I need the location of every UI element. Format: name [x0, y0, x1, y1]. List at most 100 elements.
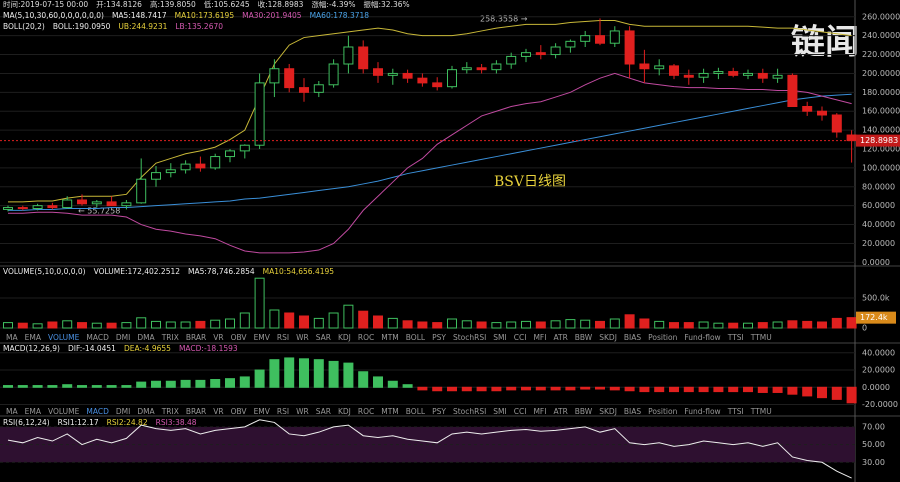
volume-bar: [728, 322, 739, 329]
legend-params[interactable]: RSI(6,12,24): [3, 418, 50, 427]
tab[interactable]: VR: [213, 333, 224, 342]
tab[interactable]: MFI: [533, 333, 547, 342]
tab[interactable]: ATR: [553, 333, 568, 342]
tab[interactable]: OBV: [230, 333, 247, 342]
tab[interactable]: BIAS: [623, 333, 642, 342]
tab[interactable]: VOLUME: [47, 407, 80, 416]
tab[interactable]: DMA: [137, 333, 155, 342]
tab[interactable]: TTMU: [750, 407, 772, 416]
macd-bar: [476, 386, 487, 392]
macd-bar: [506, 386, 517, 391]
tab[interactable]: TTMU: [750, 333, 772, 342]
y-tick-label: 500.0k: [862, 294, 890, 303]
tab[interactable]: TTSI: [727, 333, 744, 342]
tab[interactable]: ROC: [357, 333, 375, 342]
tab[interactable]: TRIX: [161, 407, 179, 416]
tab[interactable]: EMA: [24, 407, 41, 416]
y-tick-label: 260.0000: [862, 12, 900, 21]
candle-body: [535, 52, 546, 56]
macd-bar: [151, 380, 161, 388]
tab[interactable]: VR: [213, 407, 224, 416]
tab[interactable]: TTSI: [727, 407, 744, 416]
volume-bar: [17, 322, 28, 329]
tab[interactable]: SKDJ: [599, 407, 617, 416]
tab[interactable]: DMA: [137, 407, 155, 416]
tab[interactable]: MA: [6, 407, 18, 416]
tab[interactable]: BRAR: [185, 333, 207, 342]
macd-bar: [3, 385, 13, 388]
tab[interactable]: KDJ: [337, 407, 351, 416]
tab[interactable]: EMV: [253, 407, 270, 416]
volume-bar: [654, 320, 665, 329]
tab[interactable]: SMI: [493, 407, 507, 416]
tab[interactable]: ATR: [553, 407, 568, 416]
tab[interactable]: BOLL: [405, 407, 426, 416]
legend-params[interactable]: BOLL(20,2): [3, 22, 45, 31]
legend-params[interactable]: MACD(12,26,9): [3, 344, 60, 353]
candle-body: [491, 63, 502, 71]
macd-bar: [417, 386, 428, 391]
tab[interactable]: CCI: [513, 333, 527, 342]
tab[interactable]: SAR: [315, 407, 331, 416]
tab[interactable]: EMA: [24, 333, 41, 342]
tab[interactable]: BIAS: [623, 407, 642, 416]
y-tick-label: 100.0000: [862, 163, 900, 172]
tab[interactable]: RSI: [276, 333, 290, 342]
tab[interactable]: KDJ: [337, 333, 351, 342]
tab[interactable]: Position: [648, 333, 678, 342]
tab[interactable]: VOLUME: [47, 333, 80, 342]
macd-bar: [846, 386, 857, 404]
tab[interactable]: Fund-flow: [684, 333, 721, 342]
tab[interactable]: CCI: [513, 407, 527, 416]
candle-body: [417, 77, 428, 84]
tab[interactable]: Position: [648, 407, 678, 416]
tab[interactable]: PSY: [432, 407, 446, 416]
tab[interactable]: RSI: [276, 407, 290, 416]
tab[interactable]: BBW: [574, 333, 593, 342]
macd-bar: [624, 386, 635, 392]
tab[interactable]: MA: [6, 333, 18, 342]
macd-bar: [713, 386, 724, 393]
tab[interactable]: StochRSI: [452, 407, 487, 416]
tab[interactable]: ROC: [357, 407, 375, 416]
tab[interactable]: MFI: [533, 407, 547, 416]
candle-body: [165, 169, 176, 174]
y-tick-label: 0: [862, 324, 867, 333]
candle-body: [846, 134, 857, 142]
tab[interactable]: OBV: [230, 407, 247, 416]
tab[interactable]: SMI: [493, 333, 507, 342]
legend-item: MACD:-18.1593: [178, 344, 238, 353]
tab[interactable]: WR: [296, 333, 309, 342]
indicator-tabs: MA EMA VOLUME MACD DMI DMA TRIX BRAR VR OBV EMV RSI…: [6, 407, 772, 416]
tab[interactable]: EMV: [253, 333, 270, 342]
tab[interactable]: StochRSI: [452, 333, 487, 342]
y-tick-label: 40.0000: [862, 220, 895, 229]
tab[interactable]: PSY: [432, 333, 446, 342]
tab[interactable]: SAR: [315, 333, 331, 342]
tab[interactable]: Fund-flow: [684, 407, 721, 416]
tab[interactable]: DMI: [115, 333, 131, 342]
legend-params[interactable]: VOLUME(5,10,0,0,0,0): [3, 267, 86, 276]
tab[interactable]: BRAR: [185, 407, 207, 416]
legend-params[interactable]: MA(5,10,30,60,0,0,0,0,0,0): [3, 11, 104, 20]
tab[interactable]: DMI: [115, 407, 131, 416]
tab[interactable]: MTM: [381, 333, 399, 342]
tab[interactable]: BOLL: [405, 333, 426, 342]
macd-bar: [121, 385, 132, 388]
tab[interactable]: WR: [296, 407, 309, 416]
volume-bar: [269, 309, 280, 329]
tab[interactable]: MTM: [381, 407, 399, 416]
tab[interactable]: TRIX: [161, 333, 179, 342]
candle-body: [595, 35, 605, 44]
volume-bar: [461, 320, 472, 329]
volume-bar: [772, 321, 783, 329]
tab[interactable]: MACD: [86, 407, 109, 416]
tab[interactable]: SKDJ: [599, 333, 617, 342]
legend-item: RSI1:12.17: [57, 418, 99, 427]
y-tick-label: 200.0000: [862, 69, 900, 78]
tab[interactable]: MACD: [86, 333, 109, 342]
tab[interactable]: BBW: [574, 407, 593, 416]
macd-bar: [210, 379, 221, 388]
volume-bar: [580, 319, 591, 329]
